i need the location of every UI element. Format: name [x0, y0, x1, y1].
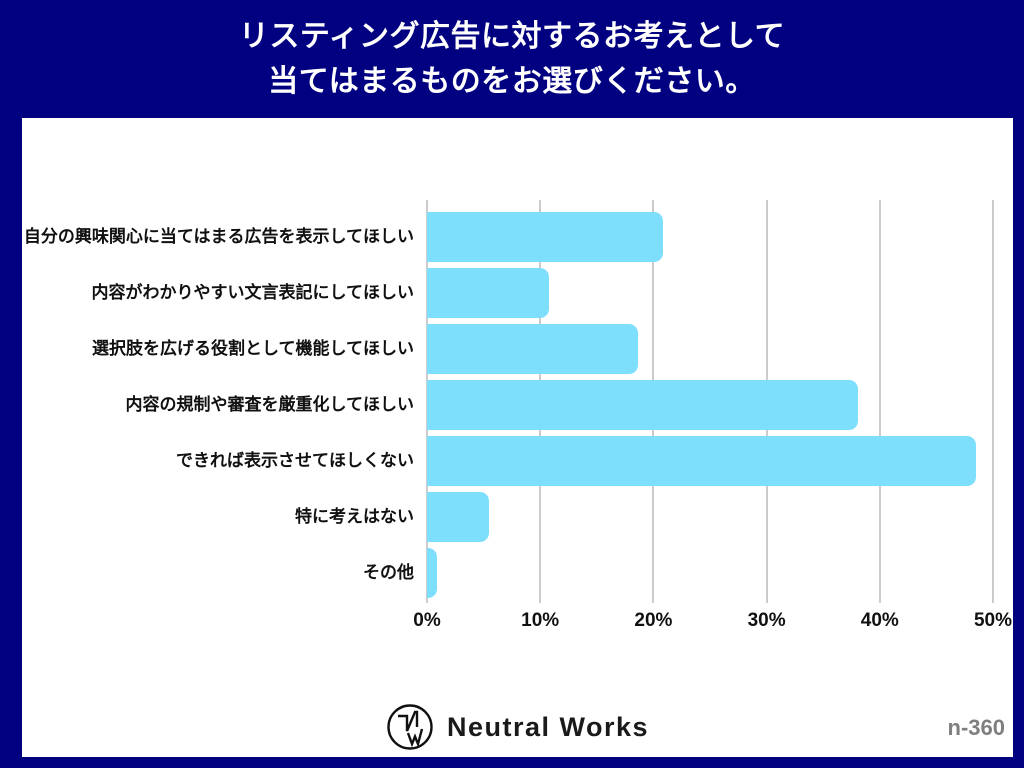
bar [427, 212, 663, 262]
category-label: 選択肢を広げる役割として機能してほしい [92, 339, 414, 358]
category-label: 特に考えはない [295, 507, 414, 526]
category-label: 自分の興味関心に当てはまる広告を表示してほしい [23, 227, 414, 246]
bar [427, 324, 638, 374]
category-label: その他 [363, 563, 414, 582]
x-gridline [992, 200, 994, 603]
category-label: できれば表示させてほしくない [176, 451, 414, 470]
bar [427, 268, 550, 318]
bar [427, 436, 976, 486]
sample-size-label: n-360 [947, 715, 1005, 740]
x-axis-tick-label: 30% [747, 610, 786, 631]
chart-title: リスティング広告に対するお考えとして 当てはまるものをお選びください。 [0, 0, 1024, 118]
category-label: 内容がわかりやすい文言表記にしてほしい [91, 283, 415, 302]
bar [427, 548, 438, 598]
x-gridline [878, 200, 881, 603]
bar-chart: 0% 10% 20% 30% 40% 50% 自分の興味関心に当てはまる広告を表示してほしい… [22, 118, 1013, 757]
category-label: 内容の規制や審査を厳重化してほしい [125, 395, 415, 414]
bar [427, 380, 859, 430]
x-axis-tick-label: 50% [973, 610, 1013, 631]
chart-panel: 0% 10% 20% 30% 40% 50% 自分の興味関心に当てはまる広告を表示してほしい… [22, 118, 1013, 757]
x-axis-tick-label: 20% [634, 610, 673, 631]
x-axis-tick-label: 0% [413, 610, 441, 631]
brand-name: Neutral Works [446, 711, 650, 742]
chart-title-line-1: リスティング広告に対するお考えとして [238, 20, 786, 53]
bar [427, 492, 490, 542]
x-axis-tick-label: 40% [860, 610, 899, 631]
chart-title-line-2: 当てはまるものをお選びください。 [268, 65, 756, 98]
neutral-works-logo-icon [387, 704, 433, 750]
x-axis-tick-label: 10% [521, 610, 560, 631]
brand-footer: Neutral Works [22, 703, 1013, 751]
